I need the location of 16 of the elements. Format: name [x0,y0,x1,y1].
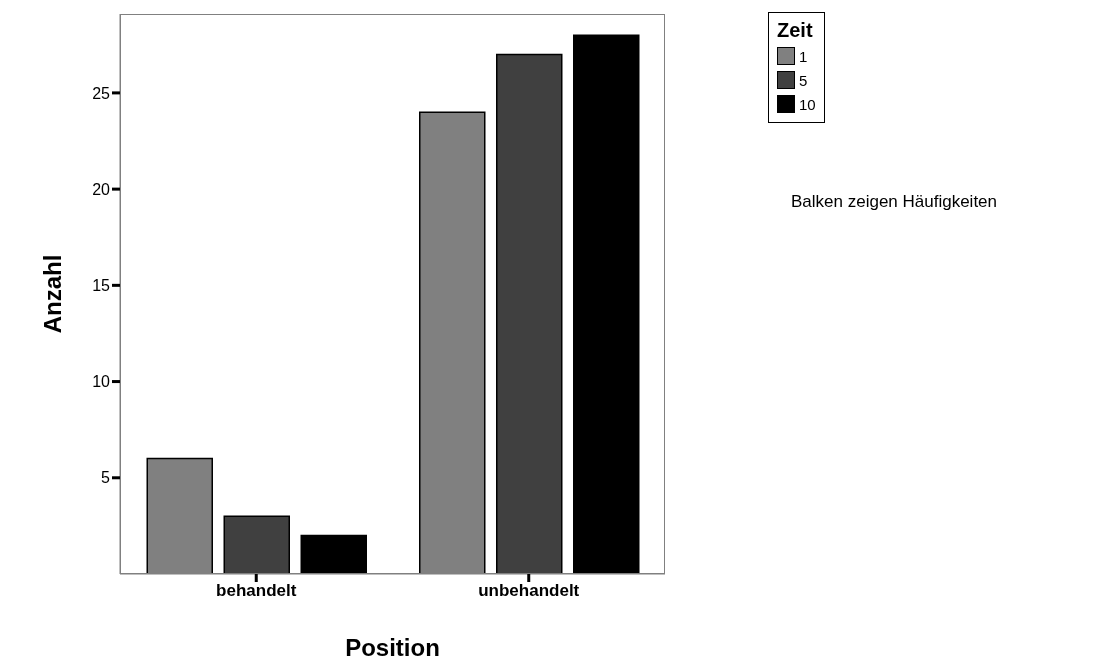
x-tick-label: unbehandelt [478,581,580,601]
y-tick-label: 25 [92,84,111,102]
y-tick-label: 15 [92,277,111,295]
legend-label: 5 [799,71,808,89]
legend-label: 1 [799,47,808,65]
y-tick-label: 5 [101,469,111,487]
bar [300,534,367,574]
legend-title: Zeit [777,19,814,42]
x-tick-label: behandelt [216,581,297,601]
bar [573,34,640,574]
text: Balken zeigen Häufigkeiten [791,192,998,212]
legend-label: 10 [799,95,816,113]
x-axis-title: Position [345,634,440,661]
y-tick-label: 10 [92,373,111,391]
y-axis-title: Anzahl [38,254,66,334]
y-tick-label: 20 [92,180,111,198]
